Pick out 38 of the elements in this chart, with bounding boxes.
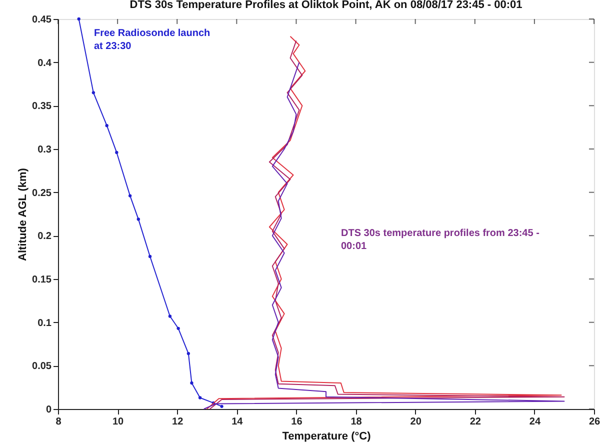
x-tick-label: 8 xyxy=(56,416,62,428)
annotation: DTS 30s temperature profiles from 23:45 - 00:01 xyxy=(341,228,540,252)
y-tick-label: 0.3 xyxy=(38,144,52,156)
point xyxy=(220,404,224,408)
point xyxy=(176,326,180,330)
point xyxy=(128,194,132,198)
x-tick-label: 16 xyxy=(291,416,303,428)
point xyxy=(77,17,80,21)
y-tick-label: 0.25 xyxy=(32,188,52,199)
y-tick-label: 0.15 xyxy=(32,274,52,286)
chart-title: DTS 30s Temperature Profiles at Oliktok Point, AK on 08/08/17 23:45 - 00:01 xyxy=(130,0,522,11)
point xyxy=(136,218,140,221)
y-axis-title: Altitude AGL (km) xyxy=(17,168,30,261)
point xyxy=(168,314,172,318)
y-tick-label: 0.05 xyxy=(32,361,52,372)
point xyxy=(148,254,152,258)
point xyxy=(198,396,202,400)
point xyxy=(105,124,108,128)
point xyxy=(190,381,194,385)
point xyxy=(115,150,118,154)
y-tick-label: 0.4 xyxy=(38,58,52,69)
x-tick-label: 26 xyxy=(588,416,600,428)
y-tick-label: 0 xyxy=(46,404,52,416)
x-tick-label: 22 xyxy=(470,416,482,428)
y-tick-label: 0.35 xyxy=(32,101,52,112)
x-tick-label: 12 xyxy=(172,416,184,428)
y-tick-label: 0.45 xyxy=(32,14,52,26)
y-tick-label: 0.1 xyxy=(38,318,52,329)
x-tick-label: 24 xyxy=(529,416,541,428)
y-tick-label: 0.2 xyxy=(38,231,52,242)
point xyxy=(186,352,190,356)
point xyxy=(92,91,96,94)
x-axis-title: Temperature (°C) xyxy=(282,430,372,442)
x-tick-label: 20 xyxy=(410,416,422,428)
x-tick-label: 14 xyxy=(232,416,244,428)
x-tick-label: 18 xyxy=(350,416,362,428)
x-tick-label: 10 xyxy=(112,416,124,428)
annotation: Free Radiosonde launch at 23:30 xyxy=(94,28,210,52)
